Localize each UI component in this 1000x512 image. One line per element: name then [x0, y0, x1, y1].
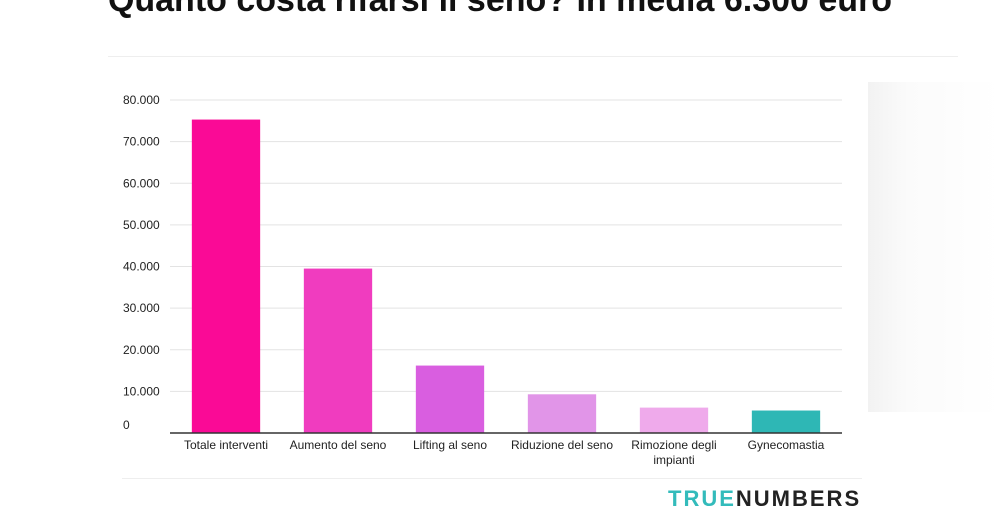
- x-category-label: Riduzione del seno: [511, 438, 613, 452]
- y-tick-label: 10.000: [123, 384, 160, 398]
- y-tick-label: 40.000: [123, 260, 160, 274]
- brand-logo[interactable]: TRUENUMBERS: [668, 486, 861, 512]
- bar: [527, 394, 597, 433]
- y-tick-label: 0: [123, 418, 130, 432]
- divider-top: [108, 56, 958, 57]
- y-tick-label: 20.000: [123, 343, 160, 357]
- brand-logo-part-a: TRUE: [668, 486, 736, 511]
- x-category-label: Rimozione degli impianti: [631, 438, 716, 467]
- bar: [639, 407, 709, 433]
- y-tick-label: 80.000: [123, 93, 160, 107]
- x-category-label: Gynecomastia: [748, 438, 825, 452]
- x-category-label: Totale interventi: [184, 438, 268, 452]
- divider-bottom: [122, 478, 862, 479]
- brand-logo-part-b: NUMBERS: [735, 486, 862, 511]
- y-tick-label: 30.000: [123, 301, 160, 315]
- bar: [303, 268, 373, 433]
- page-title: Quanto costa rifarsi il seno? In media 6…: [107, 0, 893, 19]
- bar-chart: 0 10.000 20.000 30.000 40.000 50.000 60.000 70.…: [123, 93, 842, 467]
- bar: [191, 119, 261, 433]
- y-tick-label: 50.000: [123, 218, 160, 232]
- x-category-label: Aumento del seno: [290, 438, 387, 452]
- panel-shadow: [868, 82, 1000, 412]
- x-category-label: Lifting al seno: [413, 438, 487, 452]
- bar: [751, 410, 821, 433]
- y-tick-label: 70.000: [123, 135, 160, 149]
- bar: [415, 365, 485, 433]
- y-tick-label: 60.000: [123, 176, 160, 190]
